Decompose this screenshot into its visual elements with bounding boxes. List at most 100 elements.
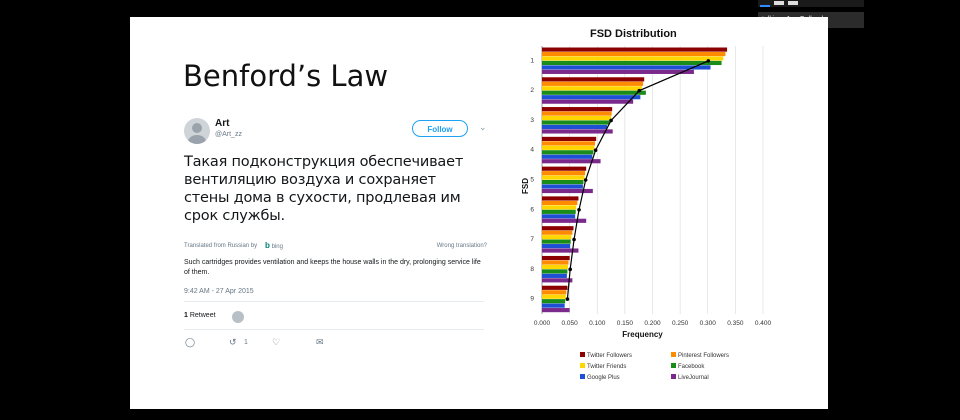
bar (542, 51, 726, 57)
bar (542, 77, 645, 82)
y-axis-title: FSD (521, 178, 530, 194)
tweet-timestamp[interactable]: 9:42 AM - 27 Apr 2015 (184, 288, 254, 295)
bar (542, 196, 579, 201)
bar (542, 230, 573, 235)
bar (542, 141, 596, 146)
translated-from: Translated from Russian by (184, 243, 258, 249)
y-tick-label: 3 (530, 117, 534, 124)
bar (542, 214, 576, 219)
bar (542, 65, 711, 70)
bar (542, 180, 584, 185)
bar (542, 86, 643, 91)
bar (542, 166, 587, 171)
translation-text: Such cartridges provides ventilation and… (184, 259, 481, 276)
avatar[interactable] (184, 118, 210, 144)
bar (542, 60, 722, 66)
bar (542, 136, 597, 141)
x-tick-label: 0.400 (755, 320, 772, 327)
layout-icon[interactable] (760, 1, 770, 7)
chart-title: FSD Distribution (590, 28, 677, 40)
legend-swatch (671, 363, 676, 368)
bing-icon: b (265, 241, 270, 250)
divider (184, 329, 484, 330)
bar (542, 175, 585, 180)
bar (542, 56, 724, 61)
bar (542, 145, 595, 150)
legend-swatch (671, 374, 676, 379)
legend-label: Facebook (678, 364, 705, 370)
bar (542, 235, 572, 240)
bar (542, 269, 568, 274)
legend-label: Twitter Followers (587, 353, 632, 359)
bar (542, 308, 570, 313)
bing-logo: b bing (265, 241, 283, 250)
retweeter-avatar[interactable] (232, 311, 244, 323)
bar (542, 90, 646, 95)
message-icon[interactable]: ✉ (316, 337, 324, 347)
bar (542, 303, 565, 308)
x-axis-title: Frequency (622, 330, 663, 339)
bar (542, 248, 579, 253)
retweet-count: 1 (184, 312, 188, 319)
bar (542, 107, 613, 112)
bar (542, 285, 568, 290)
benford-point (637, 88, 642, 93)
bar (542, 290, 567, 295)
x-tick-label: 0.000 (534, 320, 551, 327)
legend-swatch (580, 363, 585, 368)
bar (542, 124, 608, 130)
bar (542, 239, 571, 244)
bar (542, 120, 610, 125)
y-tick-label: 5 (530, 177, 534, 184)
meeting-toolbar (758, 0, 864, 7)
tweet-card: Art @Art_zz Follow ⌄ Такая подконструкци… (165, 113, 491, 368)
x-tick-label: 0.050 (561, 320, 578, 327)
y-tick-label: 2 (530, 87, 534, 94)
legend-swatch (580, 374, 585, 379)
tweet-text: Такая подконструкция обеспечивает вентил… (184, 154, 464, 224)
y-tick-label: 1 (530, 57, 534, 64)
bar (542, 95, 641, 100)
bar (542, 299, 566, 304)
y-tick-label: 9 (530, 296, 534, 303)
benford-point (583, 178, 588, 182)
bar (542, 273, 567, 278)
retweet-stats[interactable]: 1 Retweet (184, 312, 216, 319)
wrong-translation-link[interactable]: Wrong translation? (436, 243, 487, 249)
benford-point (609, 118, 613, 123)
speaker-icon[interactable] (788, 1, 798, 5)
reply-icon[interactable]: ◯ (185, 337, 196, 347)
benford-point (568, 267, 572, 272)
legend-label: Pinterest Followers (678, 353, 729, 359)
legend-swatch (671, 352, 676, 357)
slide-title: Benford’s Law (183, 59, 389, 93)
bar (542, 115, 612, 121)
x-tick-label: 0.100 (589, 320, 606, 327)
author-handle[interactable]: @Art_zz (215, 131, 242, 138)
legend-label: LiveJournal (678, 375, 709, 381)
bar (542, 205, 577, 210)
fsd-chart: 0.000 0.050 0.100 0.150 0.200 0.250 0.300 0.350… (521, 46, 772, 381)
x-tick-label: 0.250 (672, 320, 689, 327)
bar (542, 129, 613, 134)
bar (542, 294, 566, 299)
y-tick-label: 6 (530, 206, 534, 213)
y-tick-label: 8 (530, 266, 534, 273)
like-icon[interactable]: ♡ (272, 337, 281, 347)
retweet-icon[interactable]: ↺ (229, 337, 237, 347)
bar (542, 171, 586, 176)
bar (542, 47, 728, 52)
follow-button[interactable]: Follow (412, 120, 468, 137)
bar (542, 226, 574, 231)
x-tick-label: 0.200 (644, 320, 661, 327)
benford-point (577, 207, 581, 212)
chevron-down-icon[interactable]: ⌄ (479, 122, 487, 132)
y-tick-label: 4 (530, 147, 534, 154)
bar (542, 188, 593, 194)
gallery-icon[interactable] (774, 1, 784, 5)
legend-label: Twitter Friends (587, 364, 626, 370)
divider (184, 301, 484, 302)
translator-name: bing (271, 244, 283, 250)
bar (542, 99, 634, 104)
author-name[interactable]: Art (215, 118, 230, 129)
